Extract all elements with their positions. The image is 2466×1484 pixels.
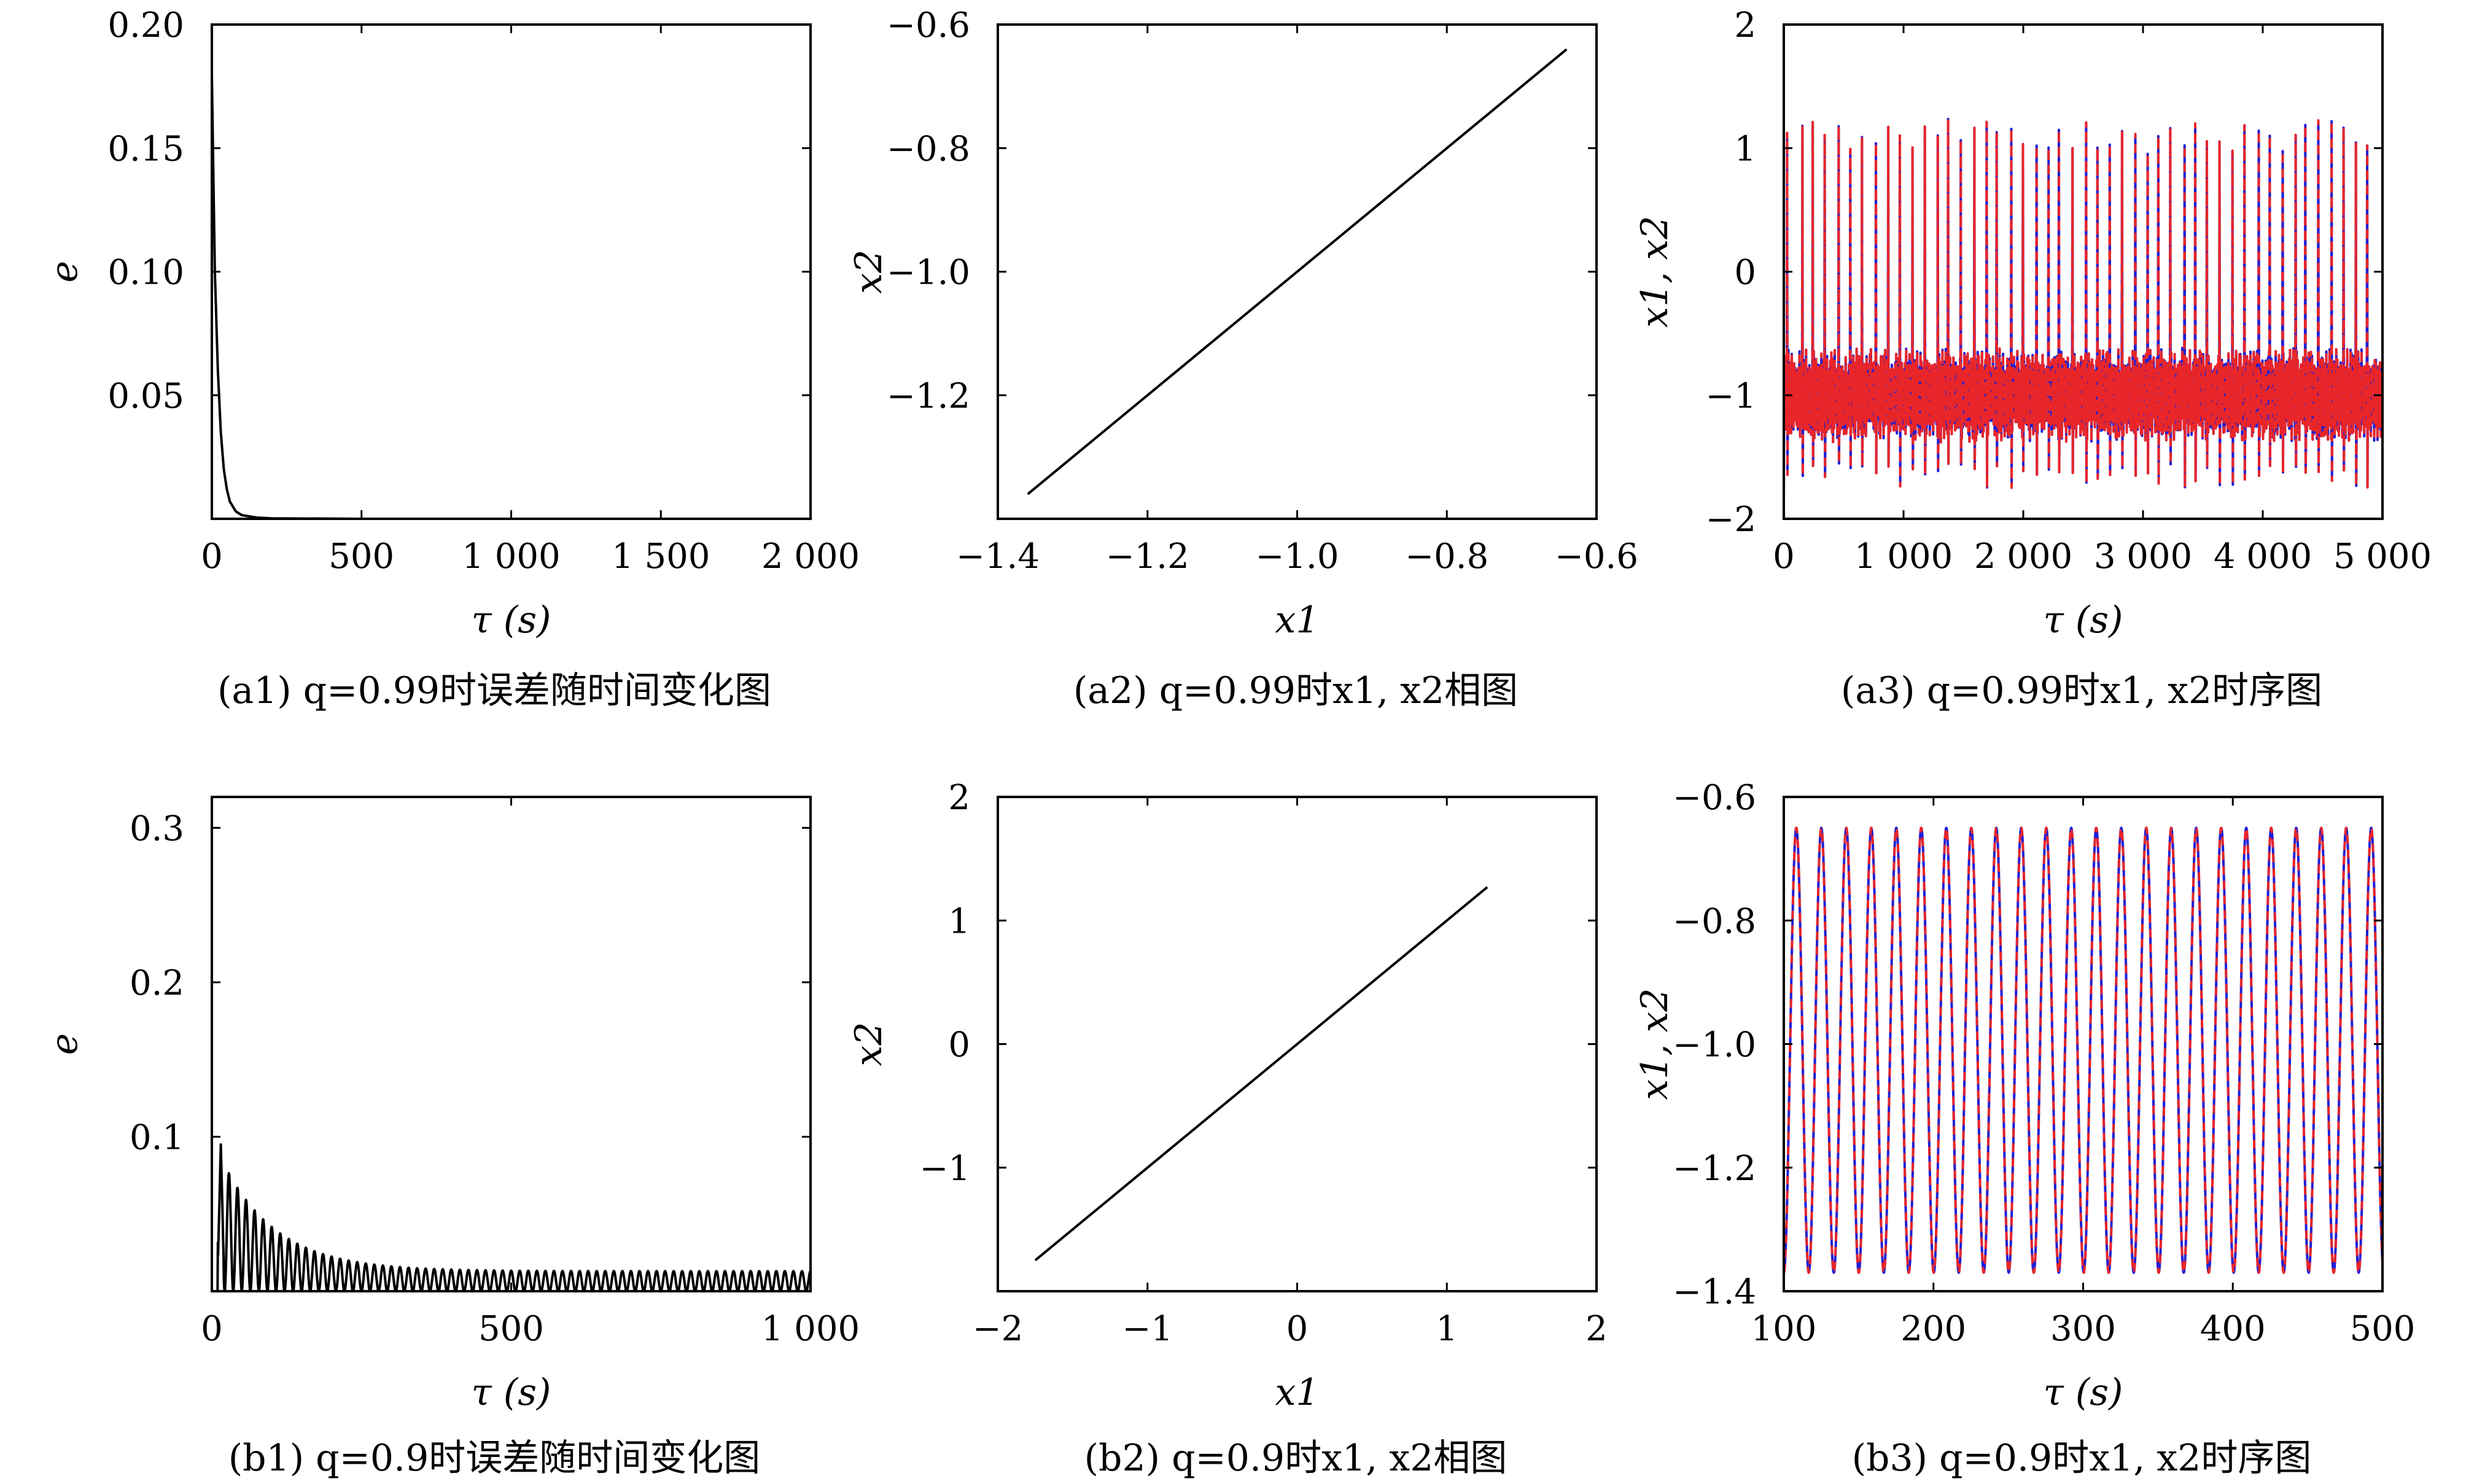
y-tick-label: 1: [1734, 129, 1756, 169]
series-line-1: [1034, 886, 1488, 1262]
y-axis-label: x2: [847, 249, 890, 293]
x-tick-label: 200: [1900, 1309, 1966, 1349]
panel-caption: (b3) q=0.9时x1, x2时序图: [1852, 1437, 2312, 1480]
series-group: [1027, 48, 1568, 495]
x-tick-label: 0: [1286, 1309, 1309, 1349]
x-tick-label: 2 000: [761, 537, 860, 577]
plot-frame: [211, 796, 812, 1292]
x-tick-label: 1 000: [1854, 537, 1953, 577]
x-tick-label: −0.6: [1555, 537, 1638, 577]
series-group: [1784, 117, 2382, 500]
y-tick-label: −1.4: [1673, 1272, 1756, 1312]
x-tick-label: 1: [1436, 1309, 1458, 1349]
y-tick-label: 0.05: [107, 376, 184, 416]
panel-a3: 0 1 000 2 000 3 000 4 000 5 000 −2 −1 0 1 2 τ (s) x1…: [1633, 6, 2432, 712]
y-tick-label: 0: [1734, 253, 1756, 293]
x-tick-label: 1 000: [462, 537, 560, 577]
x-axis-label: τ (s): [2044, 1371, 2123, 1414]
series-group: [212, 1143, 811, 1291]
panel-b2: −2 −1 0 1 2 −1 0 1 2 x1 x2 (b2) q=0.9时x1, x2相图: [847, 778, 1608, 1480]
series-group: [212, 74, 811, 519]
y-tick-label: 0: [948, 1025, 970, 1065]
y-tick-label: 0.3: [130, 809, 184, 849]
series-group: [1784, 826, 2382, 1274]
y-tick-label: 0.1: [130, 1117, 184, 1157]
x-tick-label: 5 000: [2333, 537, 2432, 577]
x-tick-label: 500: [2350, 1309, 2416, 1349]
panel-caption: (b1) q=0.9时误差随时间变化图: [228, 1437, 761, 1480]
x-tick-label: 2: [1585, 1309, 1608, 1349]
x-axis-label: x1: [1275, 1371, 1319, 1414]
y-axis-label: e: [43, 261, 86, 283]
x-tick-label: 1 000: [761, 1309, 860, 1349]
x-axis-label: τ (s): [2044, 599, 2123, 642]
y-tick-label: −1.2: [1673, 1149, 1756, 1189]
y-tick-label: −1.0: [887, 253, 970, 293]
panel-caption: (a2) q=0.99时x1, x2相图: [1073, 669, 1518, 712]
plot-frame: [211, 23, 812, 520]
plot-frame: [1783, 23, 2384, 520]
panel-b3: 100 200 300 400 500 −1.4 −1.2 −1.0 −0.8 −0.6 τ (s)…: [1633, 778, 2415, 1480]
y-tick-label: −0.6: [1673, 778, 1756, 818]
x-tick-label: −1.4: [956, 537, 1040, 577]
panel-a2: −1.4 −1.2 −1.0 −0.8 −0.6 −1.2 −1.0 −0.8 −0.6 x1 x2…: [847, 6, 1638, 712]
y-tick-label: −1.2: [887, 376, 970, 416]
x-axis-label: x1: [1275, 599, 1319, 642]
x-tick-label: 0: [201, 1309, 223, 1349]
panel-caption: (b2) q=0.9时x1, x2相图: [1084, 1437, 1507, 1480]
x-tick-label: 0: [1773, 537, 1795, 577]
x-tick-label: 300: [2050, 1309, 2116, 1349]
y-axis-label: e: [43, 1033, 86, 1055]
x-tick-label: −0.8: [1405, 537, 1488, 577]
panel-b1: 0 500 1 000 0.1 0.2 0.3 τ (s) e (b1) q=0.9时误差随时间…: [43, 796, 860, 1480]
y-axis-label: x1, x2: [1633, 988, 1676, 1100]
x-tick-label: 500: [478, 1309, 544, 1349]
y-tick-label: −2: [1705, 500, 1756, 540]
y-tick-label: −0.8: [887, 129, 970, 169]
series-line-2: [1784, 826, 2382, 1274]
y-tick-label: −1: [919, 1149, 970, 1189]
y-tick-label: 1: [948, 901, 970, 941]
panel-a1: 0 500 1 000 1 500 2 000 0.05 0.10 0.15 0.20 τ (s)…: [43, 6, 860, 712]
series-line-1: [1027, 48, 1568, 495]
y-tick-label: −1.0: [1673, 1025, 1756, 1065]
y-tick-label: −1: [1705, 376, 1756, 416]
x-tick-label: 2 000: [1974, 537, 2072, 577]
x-tick-label: 400: [2200, 1309, 2266, 1349]
x-tick-label: −1.0: [1256, 537, 1339, 577]
x-tick-label: −2: [973, 1309, 1024, 1349]
y-axis-label: x2: [847, 1022, 890, 1066]
x-tick-label: 3 000: [2094, 537, 2192, 577]
series-line-1: [212, 1143, 811, 1291]
panel-caption: (a1) q=0.99时误差随时间变化图: [217, 669, 771, 712]
x-tick-label: −1.2: [1106, 537, 1189, 577]
panel-caption: (a3) q=0.99时x1, x2时序图: [1841, 669, 2322, 712]
y-tick-label: 0.20: [107, 6, 184, 45]
y-tick-label: −0.6: [887, 6, 970, 45]
x-axis-label: τ (s): [472, 599, 551, 642]
series-group: [1034, 886, 1488, 1262]
y-tick-label: 2: [948, 778, 970, 818]
x-tick-label: 0: [201, 537, 223, 577]
x-tick-label: 4 000: [2214, 537, 2312, 577]
y-tick-label: 0.15: [107, 129, 184, 169]
series-line-2: [1784, 117, 2382, 500]
x-axis-label: τ (s): [472, 1371, 551, 1414]
x-tick-label: 100: [1751, 1309, 1817, 1349]
y-tick-label: −0.8: [1673, 901, 1756, 941]
series-line-1: [1784, 117, 2382, 500]
y-axis-label: x1, x2: [1633, 216, 1676, 327]
x-tick-label: 1 500: [612, 537, 710, 577]
x-tick-label: 500: [329, 537, 394, 577]
y-tick-label: 0.10: [107, 253, 184, 293]
x-tick-label: −1: [1122, 1309, 1173, 1349]
series-line-1: [212, 74, 811, 519]
y-tick-label: 0.2: [130, 963, 184, 1003]
y-tick-label: 2: [1734, 6, 1756, 45]
